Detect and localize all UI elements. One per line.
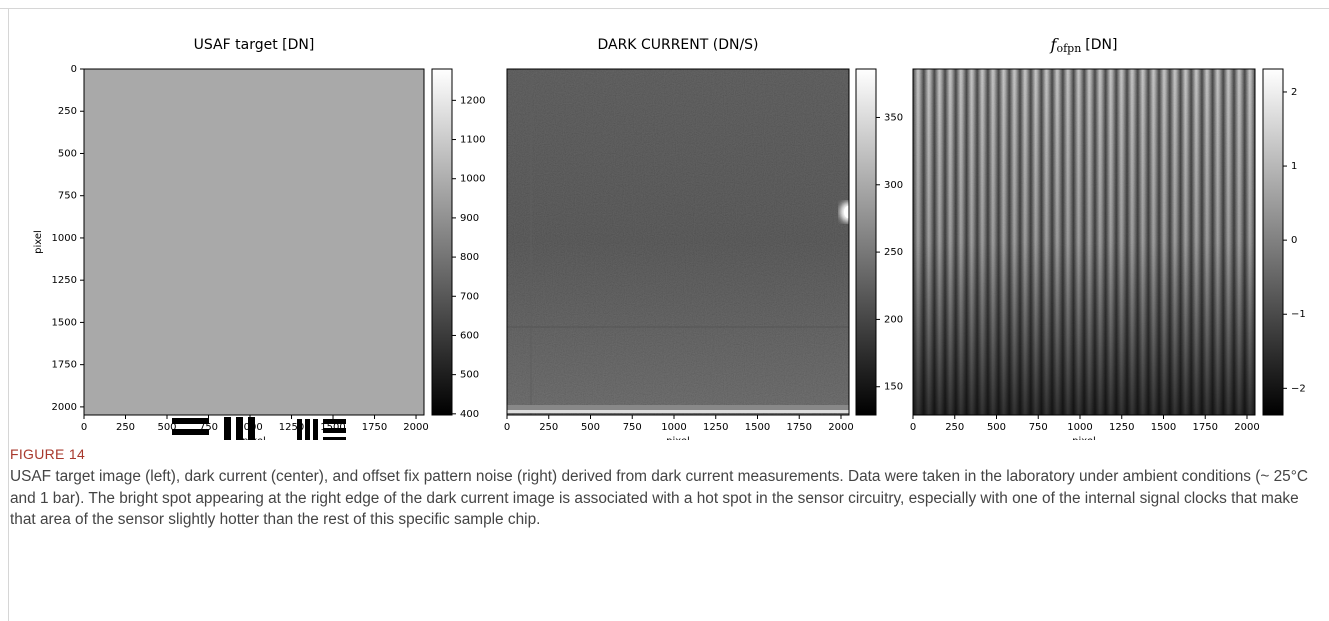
colorbar	[1263, 69, 1283, 415]
x-tick-label: 1750	[1193, 422, 1218, 433]
colorbar	[432, 69, 452, 415]
x-tick-label: 0	[504, 422, 510, 433]
colorbar-tick-label: 150	[884, 382, 903, 393]
dark-current-image	[507, 69, 856, 415]
x-tick-label: 1500	[745, 422, 770, 433]
colorbar	[856, 69, 876, 415]
colorbar-tick-label: 500	[460, 370, 479, 381]
colorbar-tick-label: 400	[460, 409, 479, 420]
x-tick-label: 250	[945, 422, 964, 433]
panel-title: USAF target [DN]	[194, 37, 315, 53]
colorbar-tick-label: 200	[884, 314, 903, 325]
figure-label: FIGURE 14	[10, 446, 1316, 462]
x-axis-label: pixel	[666, 436, 690, 440]
y-tick-label: 1250	[52, 275, 77, 286]
y-tick-label: 250	[58, 106, 77, 117]
x-tick-label: 500	[581, 422, 600, 433]
x-tick-label: 500	[157, 422, 176, 433]
x-axis-label: pixel	[1072, 436, 1096, 440]
y-tick-label: 500	[58, 148, 77, 159]
page: {"figure": {"panels": [ {"title": "USAF …	[0, 0, 1329, 621]
x-tick-label: 250	[116, 422, 135, 433]
y-tick-label: 2000	[52, 402, 77, 413]
y-tick-label: 1500	[52, 317, 77, 328]
colorbar-tick-label: 1100	[460, 135, 485, 146]
title-unit: [DN]	[1085, 37, 1117, 53]
colorbar-tick-label: −1	[1291, 309, 1306, 320]
x-tick-label: 250	[539, 422, 558, 433]
x-tick-label: 1250	[279, 422, 304, 433]
colorbar-tick-label: 1000	[460, 174, 485, 185]
colorbar-tick-label: 0	[1291, 235, 1297, 246]
x-tick-label: 1000	[237, 422, 262, 433]
colorbar-tick-label: 600	[460, 330, 479, 341]
x-tick-label: 1000	[661, 422, 686, 433]
x-axis-label: pixel	[242, 436, 266, 440]
colorbar-tick-label: 700	[460, 291, 479, 302]
colorbar-tick-label: 1	[1291, 161, 1297, 172]
x-tick-label: 2000	[403, 422, 428, 433]
y-tick-label: 750	[58, 191, 77, 202]
x-tick-label: 0	[910, 422, 916, 433]
colorbar-tick-label: 1200	[460, 95, 485, 106]
ofpn-image	[913, 69, 1255, 415]
x-tick-label: 500	[987, 422, 1006, 433]
caption-text: USAF target image (left), dark current (…	[10, 466, 1316, 531]
x-tick-label: 1250	[1109, 422, 1134, 433]
usaf-image	[84, 69, 424, 440]
x-tick-label: 1750	[362, 422, 387, 433]
colorbar-tick-label: 350	[884, 112, 903, 123]
x-tick-label: 2000	[1234, 422, 1259, 433]
title-subscript: ofpn	[1056, 42, 1081, 55]
y-tick-label: 0	[71, 64, 77, 75]
x-tick-label: 1000	[1067, 422, 1092, 433]
x-tick-label: 0	[81, 422, 87, 433]
x-tick-label: 1500	[320, 422, 345, 433]
y-tick-label: 1000	[52, 233, 77, 244]
x-tick-label: 1750	[787, 422, 812, 433]
caption: FIGURE 14 USAF target image (left), dark…	[10, 446, 1316, 531]
x-tick-label: 750	[199, 422, 218, 433]
colorbar-tick-label: 300	[884, 180, 903, 191]
x-tick-label: 750	[1029, 422, 1048, 433]
panel-title: fofpn[DN]	[1050, 35, 1118, 56]
colorbar-tick-label: 250	[884, 247, 903, 258]
colorbar-tick-label: 900	[460, 213, 479, 224]
y-tick-label: 1750	[52, 360, 77, 371]
colorbar-tick-label: 800	[460, 252, 479, 263]
x-tick-label: 1250	[703, 422, 728, 433]
colorbar-tick-label: −2	[1291, 383, 1306, 394]
x-tick-label: 750	[623, 422, 642, 433]
y-axis-label: pixel	[33, 230, 44, 254]
x-tick-label: 2000	[828, 422, 853, 433]
x-tick-label: 1500	[1151, 422, 1176, 433]
colorbar-tick-label: 2	[1291, 87, 1297, 98]
panel-title: DARK CURRENT (DN/S)	[597, 37, 758, 53]
